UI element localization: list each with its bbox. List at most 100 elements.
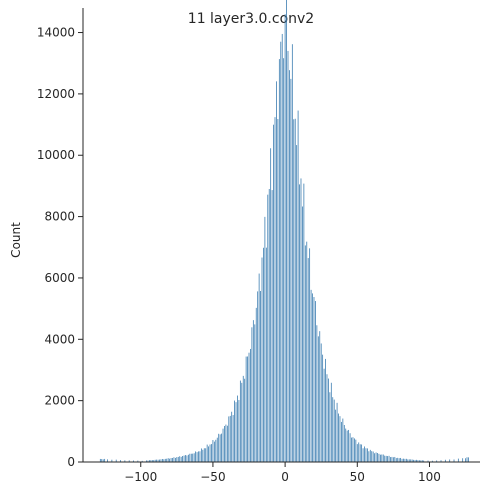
histogram-bar [235,402,237,462]
histogram-bar [195,451,196,462]
histogram-bar [391,456,393,462]
histogram-bar [202,449,204,462]
histogram-bar [232,415,234,462]
histogram-bar [286,0,287,463]
histogram-bar [379,454,381,462]
histogram-bar [354,438,355,462]
histogram-bar [310,289,312,462]
histogram-bar [173,457,175,462]
histogram-bar [147,460,149,462]
histogram-bar [440,460,442,462]
histogram-bar [335,409,337,462]
histogram-bar [199,451,201,462]
histogram-bar [170,458,172,462]
histogram-bar [124,460,126,462]
histogram-bar [449,459,451,462]
histogram-bar [322,354,324,462]
histogram-bar [280,41,282,463]
histogram-bar [193,453,195,462]
histogram-bar [133,460,134,462]
histogram-bar [283,58,285,462]
x-tick-label: 50 [350,470,365,484]
histogram-bar [444,459,446,462]
histogram-bar [242,375,244,462]
y-tick-label: 6000 [44,271,75,285]
histogram-bar [284,14,286,462]
y-ticks-group: 0 2000 4000 6000 8000 10000 12000 14000 [37,26,83,469]
histogram-bar [241,382,243,462]
axes-group [82,8,480,463]
histogram-bar [372,451,374,462]
histogram-bar [420,460,422,462]
histogram-bar [238,400,240,462]
histogram-bar [315,301,316,462]
histogram-bar [150,460,152,462]
histogram-bar [362,448,364,462]
histogram-bar [343,425,345,462]
histogram-bar [277,119,279,462]
histogram-bar [345,428,347,462]
histogram-bar [371,451,373,462]
histogram-bar [276,81,277,462]
histogram-bar [349,433,351,462]
histogram-bar [104,458,106,462]
histogram-bar [289,70,290,463]
histogram-bar [329,392,331,462]
histogram-bar [346,430,348,462]
histogram-bar [333,399,335,462]
histogram-bar [297,110,299,463]
histogram-bar [323,368,325,462]
histogram-bar [234,400,235,462]
histogram-bar [290,78,292,463]
histogram-bar [368,451,370,462]
histogram-bar [159,459,160,462]
histogram-bar [264,216,266,462]
chart-title: 11 layer3.0.conv2 [188,11,314,27]
histogram-bar [278,59,280,463]
histogram-bar [330,382,332,462]
histogram-bar [196,452,198,462]
histogram-bar [198,451,199,462]
histogram-bar [182,456,183,462]
histogram-bar [431,460,433,462]
histogram-bar [258,273,260,462]
histogram-bar [361,444,363,462]
histogram-bar [203,448,205,462]
histogram-bar [465,458,466,462]
histogram-bar [375,452,377,462]
histogram-bar [453,459,455,462]
histogram-bar [390,457,391,462]
histogram-bar [374,453,376,462]
histogram-bar [120,460,121,462]
histogram-bar [466,457,468,462]
histogram-bar [341,421,342,462]
histogram-bar [239,380,241,462]
histogram-bar [187,454,189,462]
histogram-bar [436,460,438,462]
histogram-bar [111,459,113,462]
y-tick-label: 0 [67,455,75,469]
histogram-bar [358,442,360,462]
histogram-bar [381,454,383,462]
histogram-bar [405,458,407,462]
histogram-bar [163,459,165,462]
histogram-bar [164,458,166,462]
histogram-bar [166,458,168,462]
y-tick-label: 2000 [44,394,75,408]
histogram-bar [287,50,289,463]
histogram-bar [251,327,253,462]
histogram-bar [408,459,410,462]
histogram-bar [413,459,414,462]
histogram-bar [309,248,311,462]
x-tick-label: −100 [124,470,157,484]
histogram-bar [245,356,247,462]
histogram-bar [313,297,315,462]
histogram-bar [348,429,350,462]
histogram-bar [395,458,397,462]
histogram-bar [167,458,169,462]
histogram-bar [244,378,246,462]
histogram-bar [267,194,269,462]
histogram-bar [316,325,318,462]
histogram-bar [101,459,103,462]
